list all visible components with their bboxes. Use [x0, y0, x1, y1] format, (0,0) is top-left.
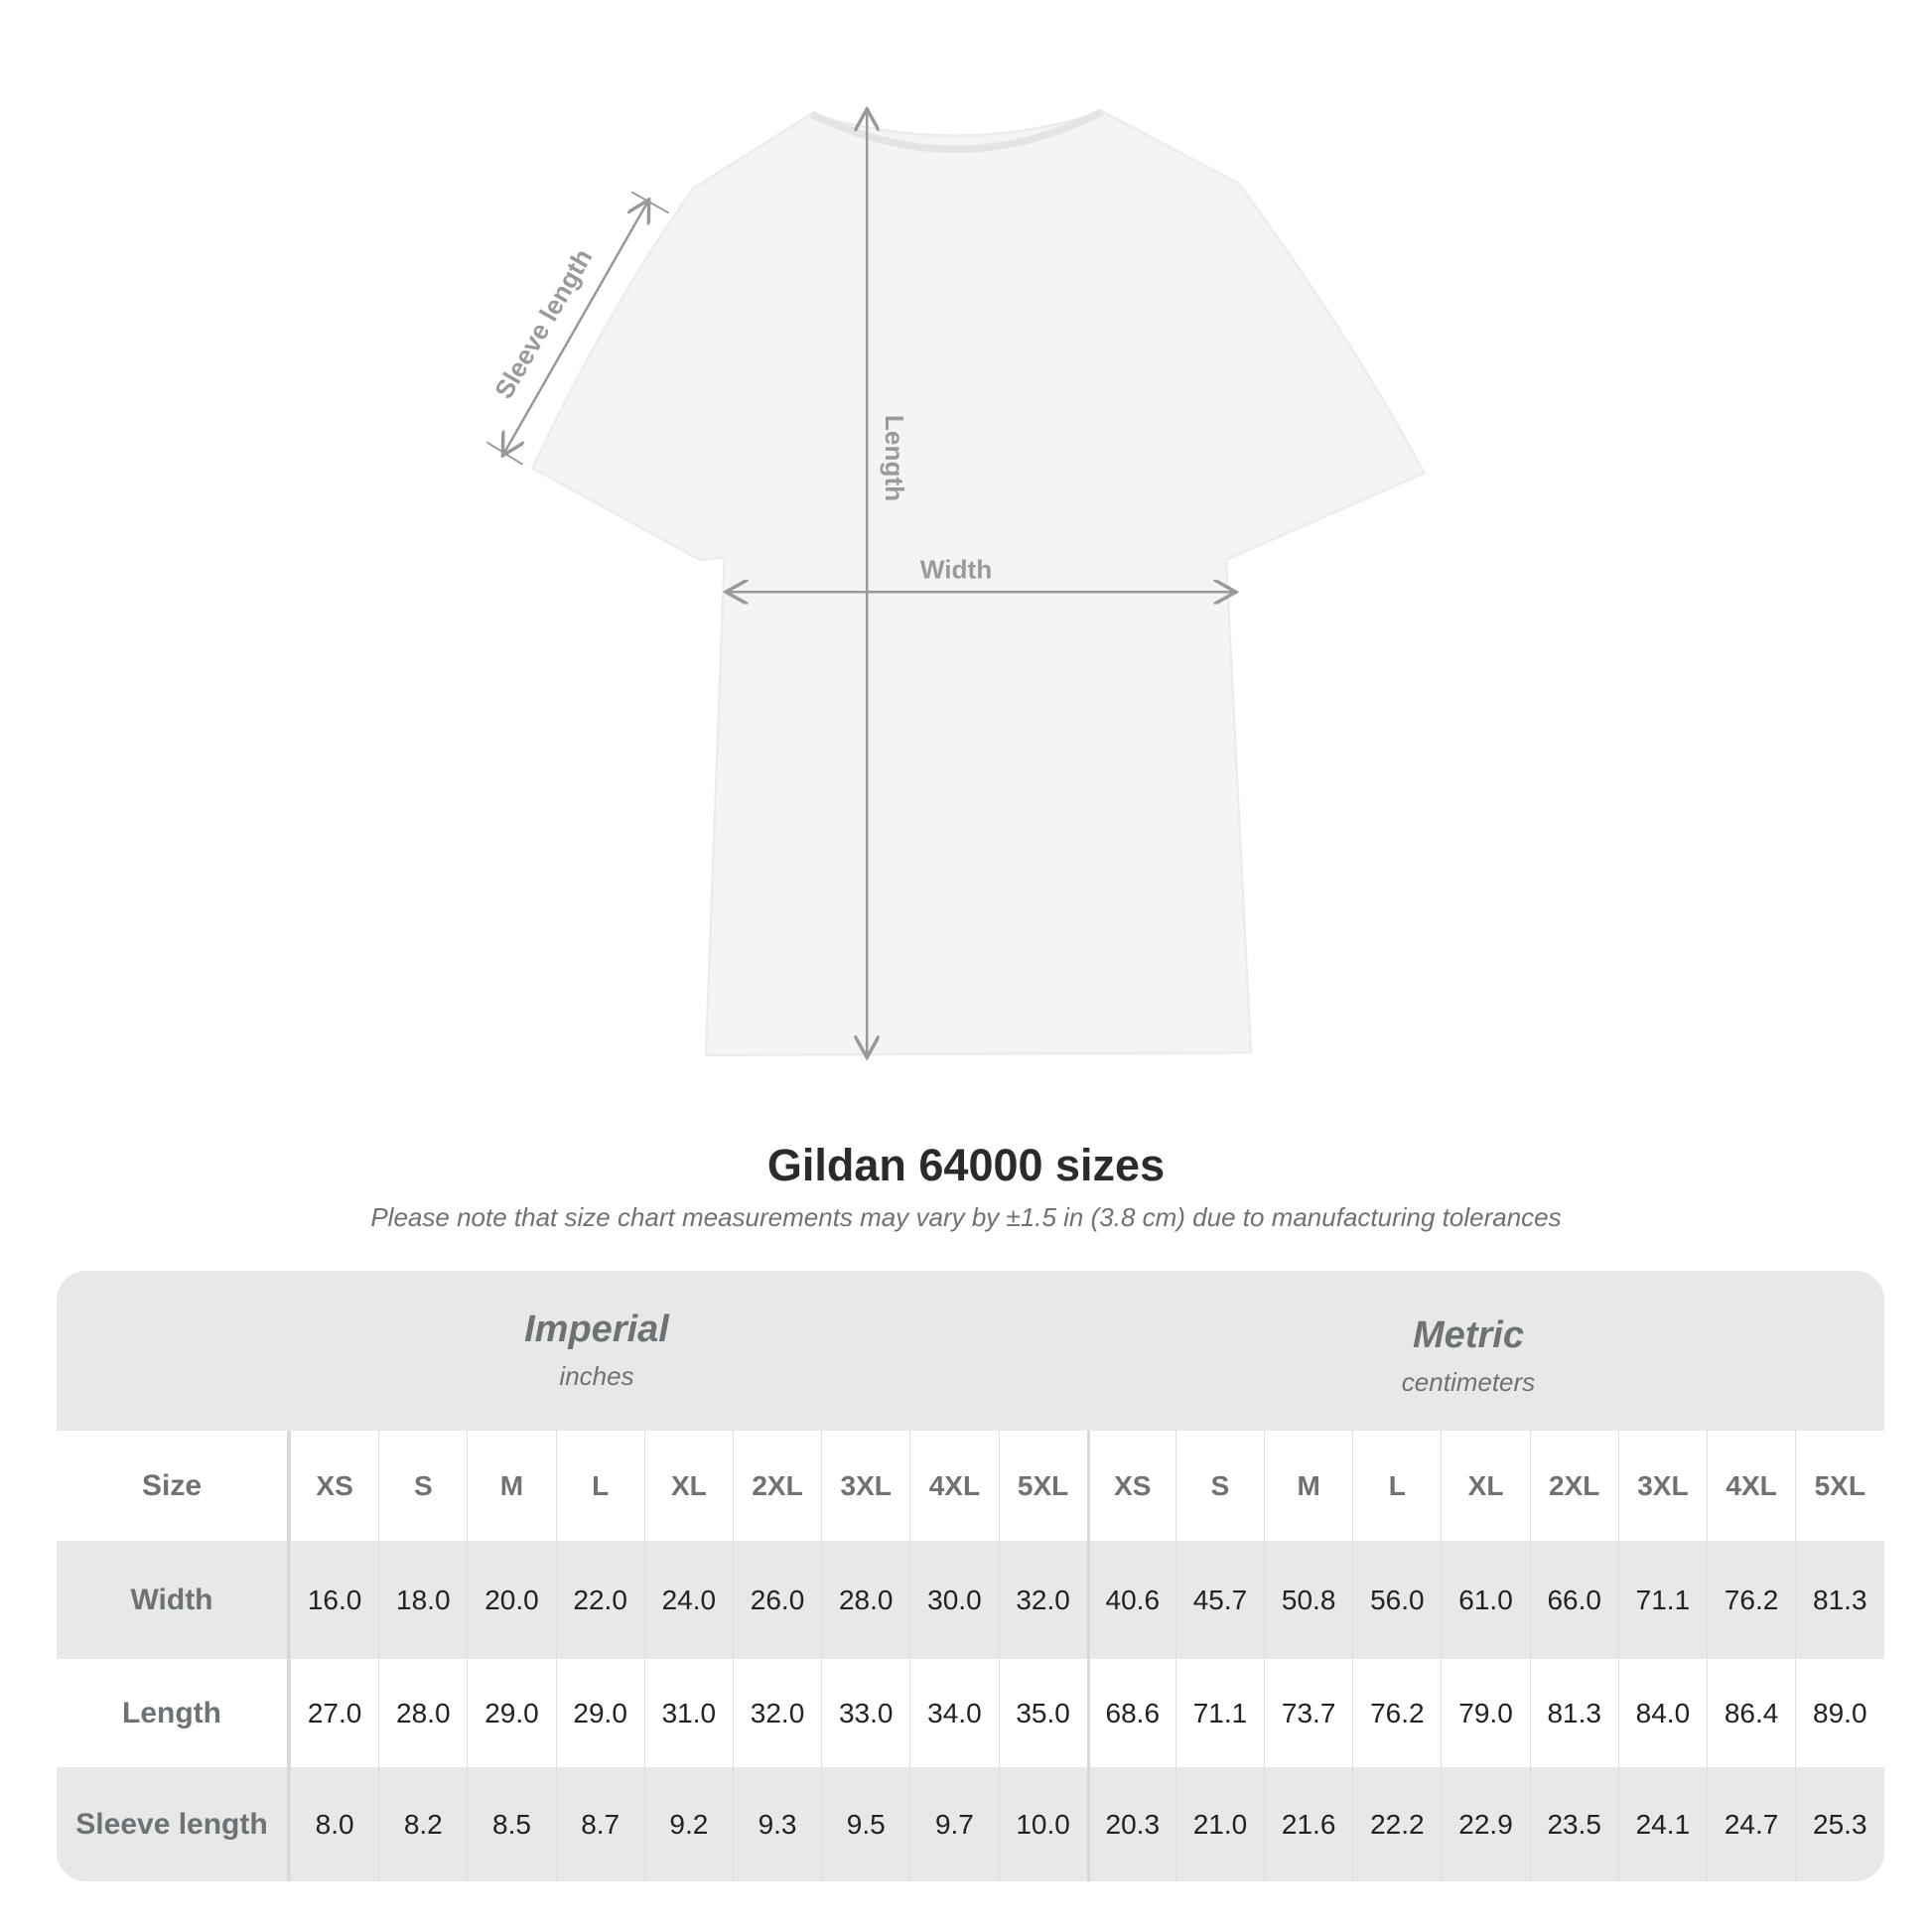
table-row: Width 16.0 18.0 20.0 22.0 24.0 26.0 28.0 30.0 32.…	[57, 1541, 1884, 1659]
size-cell: XL	[1441, 1431, 1529, 1541]
value-cell: 25.3	[1795, 1767, 1883, 1881]
size-cell: 3XL	[821, 1431, 909, 1541]
size-cell: S	[378, 1431, 467, 1541]
size-cell: 5XL	[998, 1431, 1087, 1541]
value-cell: 34.0	[909, 1659, 998, 1767]
length-label: Length	[880, 415, 909, 501]
size-table: Imperial inches Metric centimeters Size X…	[57, 1271, 1884, 1881]
table-row: Sleeve length 8.0 8.2 8.5 8.7 9.2 9.3 9.5 9.7 10.…	[57, 1767, 1884, 1881]
value-cell: 24.1	[1617, 1767, 1707, 1881]
value-cell: 18.0	[378, 1541, 467, 1659]
value-cell: 33.0	[821, 1659, 909, 1767]
value-cell: 22.2	[1352, 1767, 1441, 1881]
value-cell: 24.7	[1707, 1767, 1795, 1881]
unit-header: Imperial inches Metric centimeters	[57, 1271, 1884, 1431]
value-cell: 20.0	[467, 1541, 555, 1659]
value-cell: 10.0	[998, 1767, 1087, 1881]
row-label: Sleeve length	[57, 1767, 290, 1881]
value-cell: 89.0	[1795, 1659, 1883, 1767]
value-cell: 73.7	[1264, 1659, 1352, 1767]
size-cell: XS	[1086, 1431, 1175, 1541]
value-cell: 9.7	[909, 1767, 998, 1881]
value-cell: 31.0	[643, 1659, 733, 1767]
value-cell: 81.3	[1529, 1659, 1618, 1767]
value-cell: 76.2	[1352, 1659, 1441, 1767]
value-cell: 8.2	[378, 1767, 467, 1881]
value-cell: 8.5	[467, 1767, 555, 1881]
width-label: Width	[920, 555, 992, 585]
value-cell: 45.7	[1174, 1541, 1264, 1659]
value-cell: 28.0	[821, 1541, 909, 1659]
value-cell: 21.0	[1174, 1767, 1264, 1881]
value-cell: 8.0	[290, 1767, 378, 1881]
value-cell: 71.1	[1617, 1541, 1707, 1659]
value-cell: 22.9	[1441, 1767, 1529, 1881]
value-cell: 29.0	[467, 1659, 555, 1767]
value-cell: 16.0	[290, 1541, 378, 1659]
value-cell: 40.6	[1086, 1541, 1175, 1659]
value-cell: 9.2	[643, 1767, 733, 1881]
row-label: Width	[57, 1541, 290, 1659]
value-cell: 26.0	[732, 1541, 821, 1659]
value-cell: 21.6	[1264, 1767, 1352, 1881]
size-header-row: Size XS S M L XL 2XL 3XL 4XL 5XL XS S M L XL 2XL 3XL 4XL 5…	[57, 1431, 1884, 1541]
value-cell: 29.0	[555, 1659, 644, 1767]
size-cell: L	[555, 1431, 644, 1541]
value-cell: 32.0	[998, 1541, 1087, 1659]
tolerance-note: Please note that size chart measurements…	[370, 1202, 1562, 1232]
sleeve-arrow	[504, 202, 648, 453]
size-cell: 2XL	[1529, 1431, 1618, 1541]
value-cell: 28.0	[378, 1659, 467, 1767]
value-cell: 66.0	[1529, 1541, 1618, 1659]
size-cell: XL	[643, 1431, 733, 1541]
value-cell: 22.0	[555, 1541, 644, 1659]
size-cell: M	[467, 1431, 555, 1541]
value-cell: 86.4	[1707, 1659, 1795, 1767]
value-cell: 35.0	[998, 1659, 1087, 1767]
value-cell: 8.7	[555, 1767, 644, 1881]
value-cell: 30.0	[909, 1541, 998, 1659]
value-cell: 20.3	[1086, 1767, 1175, 1881]
value-cell: 81.3	[1795, 1541, 1883, 1659]
size-cell: S	[1174, 1431, 1264, 1541]
value-cell: 61.0	[1441, 1541, 1529, 1659]
value-cell: 71.1	[1174, 1659, 1264, 1767]
size-cell: 2XL	[732, 1431, 821, 1541]
value-cell: 32.0	[732, 1659, 821, 1767]
value-cell: 27.0	[290, 1659, 378, 1767]
value-cell: 50.8	[1264, 1541, 1352, 1659]
value-cell: 79.0	[1441, 1659, 1529, 1767]
imperial-header: Imperial inches	[524, 1309, 669, 1391]
size-cell: M	[1264, 1431, 1352, 1541]
value-cell: 24.0	[643, 1541, 733, 1659]
row-label: Length	[57, 1659, 290, 1767]
size-cell: 5XL	[1795, 1431, 1883, 1541]
value-cell: 9.5	[821, 1767, 909, 1881]
value-cell: 76.2	[1707, 1541, 1795, 1659]
size-cell: 4XL	[1707, 1431, 1795, 1541]
value-cell: 84.0	[1617, 1659, 1707, 1767]
size-cell: XS	[290, 1431, 378, 1541]
value-cell: 68.6	[1086, 1659, 1175, 1767]
value-cell: 56.0	[1352, 1541, 1441, 1659]
row-label: Size	[57, 1431, 290, 1541]
size-cell: 3XL	[1617, 1431, 1707, 1541]
page-title: Gildan 64000 sizes	[766, 1140, 1166, 1190]
value-cell: 9.3	[732, 1767, 821, 1881]
size-cell: 4XL	[909, 1431, 998, 1541]
table-row: Length 27.0 28.0 29.0 29.0 31.0 32.0 33.0 34.0 35…	[57, 1659, 1884, 1767]
value-cell: 23.5	[1529, 1767, 1618, 1881]
metric-header: Metric centimeters	[1401, 1314, 1536, 1397]
size-cell: L	[1352, 1431, 1441, 1541]
